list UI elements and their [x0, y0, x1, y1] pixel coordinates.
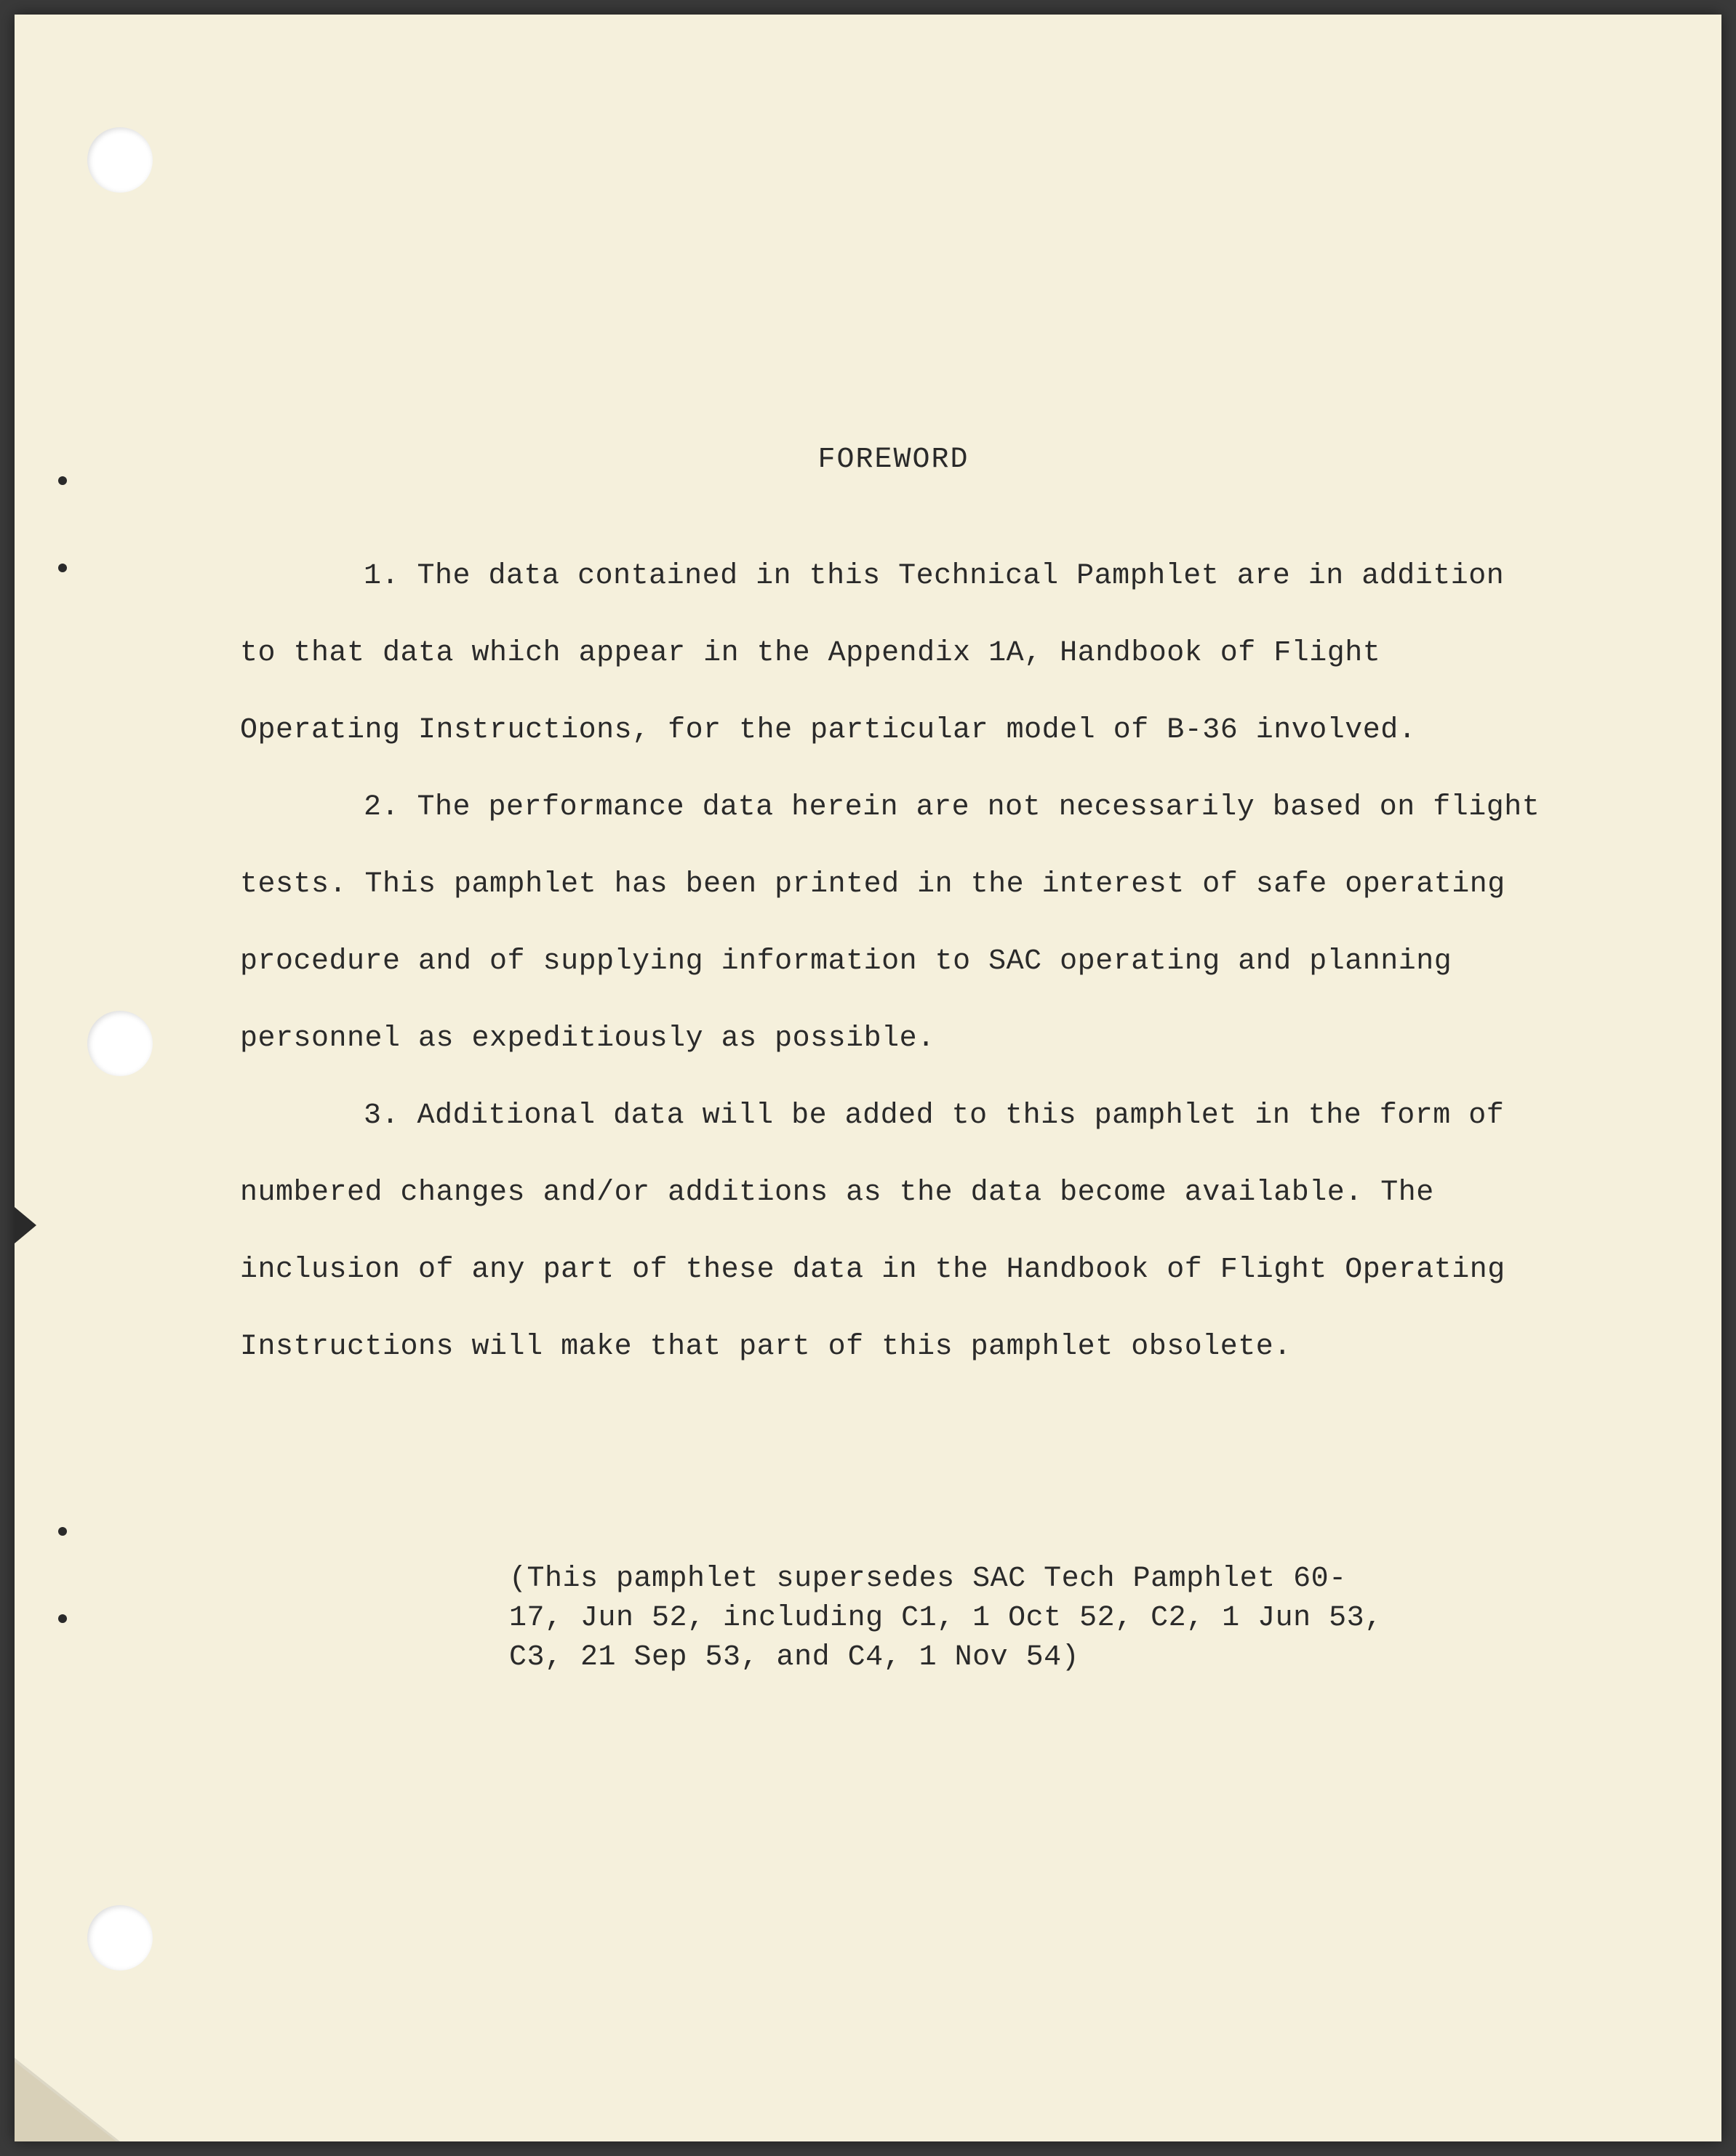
corner-fold	[15, 2061, 116, 2141]
para-number: 2.	[364, 791, 399, 824]
paragraph-2: 2. The performance data herein are not n…	[240, 769, 1547, 1078]
punch-hole-bottom	[87, 1905, 153, 1971]
para-text: Additional data will be added to this pa…	[240, 1099, 1505, 1363]
margin-dot	[58, 564, 67, 572]
para-number: 1.	[364, 560, 399, 593]
punch-hole-top	[87, 127, 153, 193]
margin-dot	[58, 476, 67, 485]
paragraph-1: 1. The data contained in this Technical …	[240, 538, 1547, 769]
punch-hole-middle	[87, 1011, 153, 1076]
para-text: The performance data herein are not nece…	[240, 791, 1540, 1055]
para-number: 3.	[364, 1099, 399, 1132]
paragraph-3: 3. Additional data will be added to this…	[240, 1078, 1547, 1386]
foreword-title: FOREWORD	[240, 444, 1547, 476]
para-text: The data contained in this Technical Pam…	[240, 560, 1504, 747]
edge-mark	[15, 1207, 36, 1243]
supersede-note: (This pamphlet supersedes SAC Tech Pamph…	[509, 1560, 1394, 1678]
content-area: FOREWORD 1. The data contained in this T…	[240, 444, 1547, 1386]
margin-dot	[58, 1614, 67, 1623]
margin-dot	[58, 1527, 67, 1536]
document-page: FOREWORD 1. The data contained in this T…	[15, 15, 1721, 2141]
